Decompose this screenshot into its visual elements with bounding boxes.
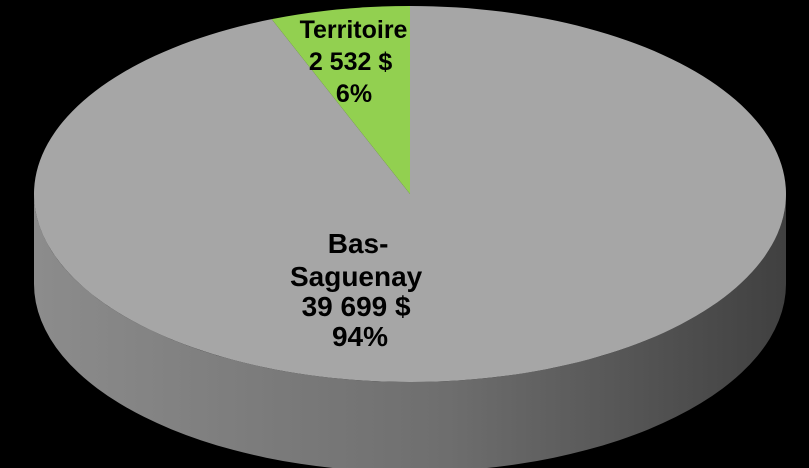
label-bas-saguenay-name-2: Saguenay [290, 261, 423, 292]
label-bas-saguenay-name-1: Bas- [328, 228, 389, 259]
label-territoire: Territoire 2 532 $ 6% [300, 16, 415, 108]
pie-side-wall [34, 194, 786, 468]
label-bas-saguenay-percent: 94% [332, 321, 388, 352]
pie-slice-territoire [271, 6, 410, 194]
label-territoire-value: 2 532 $ [309, 48, 393, 76]
label-territoire-percent: 6% [336, 80, 372, 108]
label-bas-saguenay-value: 39 699 $ [302, 291, 411, 322]
label-territoire-name: Territoire [300, 16, 408, 44]
label-bas-saguenay: Bas- Saguenay 39 699 $ 94% [290, 228, 430, 352]
pie-slice-bas-saguenay [33, 6, 786, 382]
